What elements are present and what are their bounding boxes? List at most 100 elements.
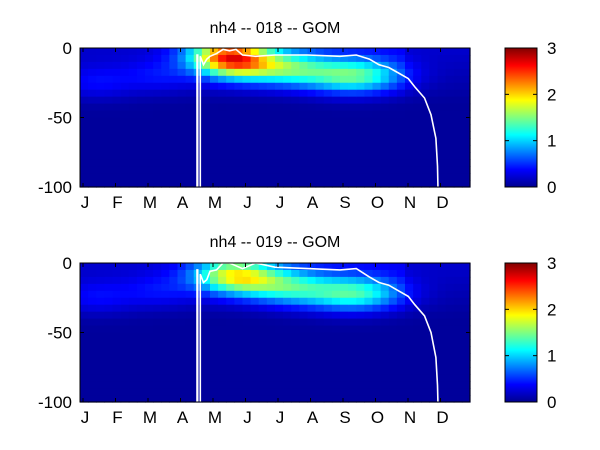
heatmap-cell (421, 159, 430, 167)
heatmap-cell (185, 68, 195, 77)
heatmap-cell (218, 173, 227, 181)
heatmap-cell (210, 124, 219, 132)
heatmap-cell (388, 159, 398, 167)
heatmap-cell (348, 152, 357, 160)
heatmap-cell (348, 332, 357, 341)
heatmap-cell (429, 332, 439, 341)
heatmap-cell (177, 103, 187, 112)
heatmap-cell (153, 61, 162, 70)
heatmap-cell (372, 110, 382, 119)
heatmap-cell (348, 388, 357, 396)
heatmap-cell (136, 110, 146, 119)
heatmap-cell (437, 166, 447, 174)
heatmap-cell (275, 117, 284, 126)
heatmap-cell (461, 180, 471, 188)
heatmap-cell (266, 374, 276, 382)
heatmap-cell (421, 304, 430, 313)
heatmap-cell (348, 276, 357, 285)
heatmap-cell (218, 388, 227, 396)
heatmap-cell (437, 145, 447, 153)
heatmap-cell (396, 145, 406, 153)
heatmap-cell (275, 159, 284, 167)
heatmap-cell (405, 180, 414, 188)
heatmap-cell (169, 131, 179, 139)
heatmap-cell (364, 395, 374, 403)
heatmap-cell (413, 110, 422, 119)
heatmap-cell (258, 367, 268, 375)
heatmap-cell (307, 269, 317, 278)
heatmap-cell (331, 180, 341, 188)
heatmap-cell (299, 159, 309, 167)
heatmap-cell (429, 131, 439, 139)
heatmap-cell (275, 325, 284, 334)
heatmap-cell (356, 75, 365, 84)
heatmap-cell (323, 381, 333, 389)
heatmap-cell (128, 388, 138, 396)
heatmap-cell (429, 318, 439, 327)
heatmap-cell (210, 103, 219, 112)
heatmap-cell (210, 283, 219, 292)
heatmap-cell (136, 180, 146, 188)
heatmap-cell (283, 110, 292, 119)
heatmap-cell (396, 395, 406, 403)
heatmap-cell (323, 89, 333, 98)
heatmap-cell (234, 159, 244, 167)
heatmap-cell (340, 48, 349, 56)
heatmap-cell (283, 332, 292, 341)
heatmap-cell (461, 145, 471, 153)
heatmap-cell (250, 89, 260, 98)
heatmap-cell (307, 304, 317, 313)
heatmap-cell (80, 166, 89, 174)
heatmap-cell (396, 138, 406, 146)
heatmap-cell (396, 325, 406, 334)
heatmap-cell (291, 304, 300, 313)
heatmap-cell (275, 75, 284, 84)
heatmap-cell (445, 145, 455, 153)
heatmap-cell (315, 152, 325, 160)
heatmap-cell (453, 75, 463, 84)
heatmap-cell (128, 263, 138, 271)
heatmap-cell (388, 360, 398, 368)
heatmap-cell (104, 297, 114, 306)
heatmap-cell (348, 290, 357, 299)
heatmap-cell (299, 124, 309, 132)
heatmap-cell (445, 89, 455, 98)
heatmap-cell (96, 283, 105, 292)
heatmap-cell (356, 367, 365, 375)
heatmap-cell (331, 75, 341, 84)
heatmap-cell (356, 54, 365, 63)
heatmap-cell (275, 173, 284, 181)
heatmap-cell (185, 276, 195, 285)
heatmap-cell (413, 346, 422, 354)
heatmap-cell (372, 283, 382, 292)
heatmap-cell (461, 297, 471, 306)
heatmap-cell (356, 166, 365, 174)
heatmap-cell (153, 311, 162, 320)
heatmap-cell (218, 145, 227, 153)
heatmap-cell (185, 367, 195, 375)
heatmap-cell (153, 124, 162, 132)
heatmap-cell (258, 374, 268, 382)
heatmap-cell (80, 61, 89, 70)
heatmap-cell (104, 318, 114, 327)
heatmap-cell (445, 96, 455, 105)
heatmap-cell (266, 152, 276, 160)
heatmap-cell (226, 311, 235, 320)
heatmap-cell (331, 290, 341, 299)
heatmap-cell (250, 325, 260, 334)
heatmap-cell (161, 82, 170, 91)
heatmap-cell (283, 103, 292, 112)
heatmap-cell (242, 388, 252, 396)
y-tick-label: -50 (47, 324, 72, 343)
heatmap-cell (437, 297, 447, 306)
heatmap-cell (380, 346, 390, 354)
heatmap-cell (177, 304, 187, 313)
heatmap-cell (234, 61, 244, 70)
heatmap-cell (340, 117, 349, 126)
heatmap-cell (250, 304, 260, 313)
heatmap-cell (96, 103, 105, 112)
heatmap-cell (80, 269, 89, 278)
heatmap-cell (461, 290, 471, 299)
heatmap-cell (275, 381, 284, 389)
